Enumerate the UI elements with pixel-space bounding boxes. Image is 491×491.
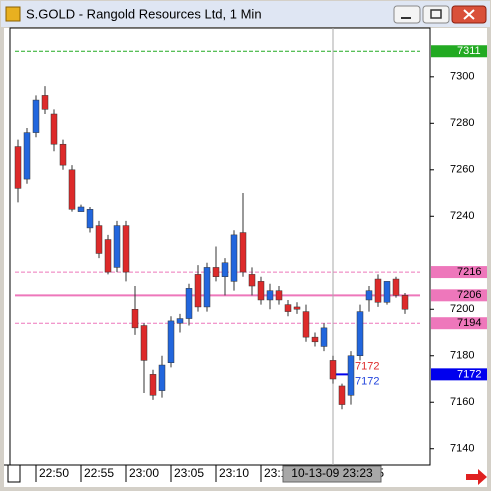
candle-body: [284, 304, 292, 312]
candle-body: [122, 225, 130, 273]
candle-body: [167, 320, 175, 363]
candle-body: [23, 132, 31, 180]
candle-body: [185, 288, 193, 319]
candle-body: [248, 274, 256, 287]
price-tag-label: 7194: [457, 317, 481, 329]
y-tick-label: 7240: [450, 210, 474, 222]
y-tick-label: 7280: [450, 117, 474, 129]
price-tag-label: 7311: [457, 45, 481, 57]
candle-body: [356, 311, 364, 357]
x-tick-label: 22:50: [39, 466, 69, 480]
candle-body: [131, 309, 139, 329]
x-tick-label: 23:05: [174, 466, 204, 480]
candle-body: [392, 278, 400, 296]
candle-body: [176, 318, 184, 324]
y-tick-label: 7260: [450, 164, 474, 176]
y-tick-label: 7160: [450, 396, 474, 408]
candle-body: [14, 146, 22, 189]
crosshair-label-box: [282, 465, 382, 483]
candle-body: [50, 113, 58, 145]
plot-frame: [9, 27, 431, 466]
candle-body: [41, 95, 49, 110]
candle-body: [320, 327, 328, 347]
candle-body: [329, 360, 337, 380]
candle-body: [302, 311, 310, 338]
candle-body: [347, 355, 355, 396]
price-tag-label: 7206: [457, 289, 481, 301]
candle-body: [95, 225, 103, 254]
price-tag: [431, 45, 487, 58]
maximize-button[interactable]: [422, 5, 450, 24]
candle-body: [266, 290, 274, 301]
candle-body: [32, 99, 40, 133]
candle-body: [374, 278, 382, 303]
x-tick-label: 23:00: [129, 466, 159, 480]
y-tick-label: 7200: [450, 303, 474, 315]
maximize-icon: [430, 9, 442, 19]
candle-body: [158, 364, 166, 391]
candle-body: [59, 143, 67, 166]
price-tag: [431, 368, 487, 381]
price-tag-label: 7216: [457, 266, 481, 278]
scroll-box[interactable]: [7, 464, 21, 483]
candle-body: [257, 281, 265, 301]
price-tag: [431, 266, 487, 279]
y-tick-label: 7180: [450, 350, 474, 362]
app-icon: [5, 6, 21, 22]
candle-body: [383, 281, 391, 303]
order-annotation: 7172: [355, 375, 379, 387]
candle-body: [365, 290, 373, 301]
window-title: S.GOLD - Rangold Resources Ltd, 1 Min: [26, 6, 262, 21]
price-tag: [431, 317, 487, 330]
candle-body: [275, 290, 283, 301]
candle-body: [338, 385, 346, 405]
candle-body: [311, 336, 319, 343]
candle-body: [212, 267, 220, 277]
candle-body: [203, 267, 211, 308]
candle-body: [68, 169, 76, 210]
candle-body: [86, 209, 94, 229]
crosshair-label: 10-13-09 23:23: [291, 466, 373, 480]
order-annotation: 7172: [355, 360, 379, 372]
candle-body: [140, 325, 148, 361]
candle-body: [77, 206, 85, 212]
candle-body: [194, 274, 202, 308]
y-tick-label: 7140: [450, 443, 474, 455]
price-tag: [431, 289, 487, 302]
candle-body: [401, 295, 409, 310]
minimize-button[interactable]: [393, 5, 421, 24]
candle-body: [239, 232, 247, 273]
candle-body: [293, 306, 301, 310]
candle-body: [104, 239, 112, 273]
x-tick-label: 22:55: [84, 466, 114, 480]
scroll-arrow[interactable]: [466, 469, 487, 485]
candle-body: [230, 234, 238, 282]
x-tick-label: 23:10: [219, 466, 249, 480]
candle-body: [221, 262, 229, 277]
y-tick-label: 7300: [450, 71, 474, 83]
close-icon: [463, 9, 475, 20]
price-tag-label: 7172: [457, 368, 481, 380]
candle-body: [149, 374, 157, 396]
candle-body: [113, 225, 121, 268]
